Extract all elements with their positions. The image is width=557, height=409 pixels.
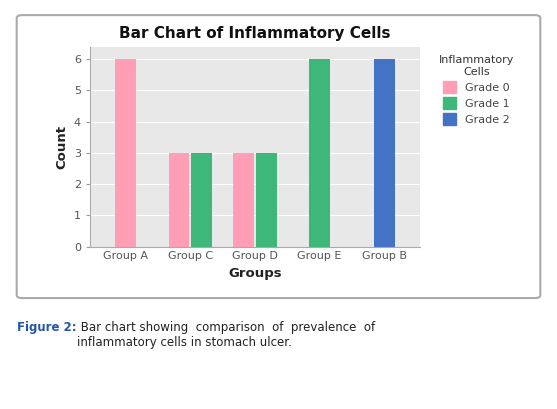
Legend: Grade 0, Grade 1, Grade 2: Grade 0, Grade 1, Grade 2	[436, 52, 517, 128]
Y-axis label: Count: Count	[55, 125, 69, 169]
Bar	[191, 153, 212, 247]
Bar	[233, 153, 254, 247]
Text: Bar chart showing  comparison  of  prevalence  of
inflammatory cells in stomach : Bar chart showing comparison of prevalen…	[77, 321, 375, 349]
Text: Figure 2:: Figure 2:	[17, 321, 76, 334]
Bar	[115, 59, 136, 247]
Bar	[169, 153, 189, 247]
X-axis label: Groups: Groups	[228, 267, 282, 280]
FancyBboxPatch shape	[17, 15, 540, 298]
Bar	[374, 59, 395, 247]
Bar	[309, 59, 330, 247]
Title: Bar Chart of Inflammatory Cells: Bar Chart of Inflammatory Cells	[119, 26, 390, 41]
Bar	[256, 153, 277, 247]
